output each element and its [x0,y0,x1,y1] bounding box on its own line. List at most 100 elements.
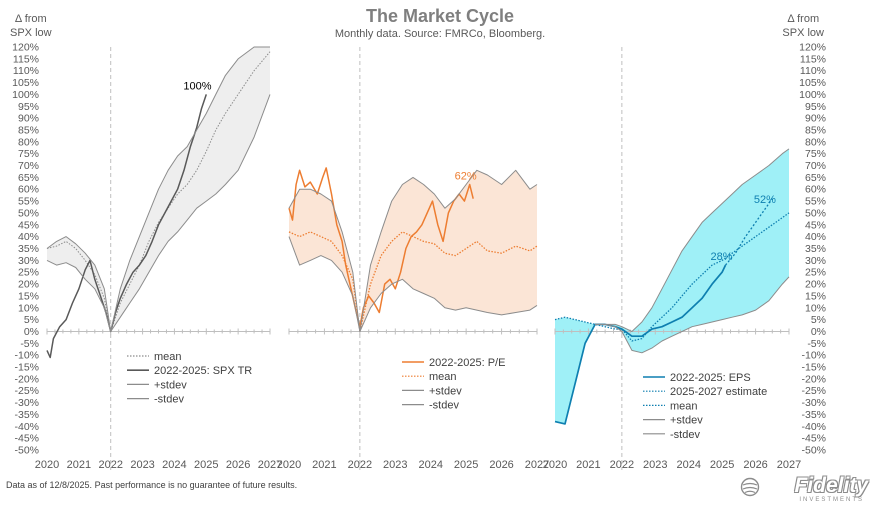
data-label: 52% [754,194,776,206]
chart-subtitle: Monthly data. Source: FMRCo, Bloomberg. [334,28,546,40]
series-line--stdev [595,276,790,354]
x-tick-label: 2022 [348,459,372,471]
y-tick-label-right: 10% [805,302,826,314]
y-tick-label-left: -50% [14,445,39,457]
y-tick-label-left: 5% [24,314,39,326]
panel-2: 2020 2021 2022 2023 2024 2025 2026 2027 62% 2022-… [277,47,549,471]
x-tick-label: 2023 [130,459,154,471]
series-line-mean [288,231,538,333]
x-tick-label: 2024 [162,459,186,471]
series-line--stdev [46,94,271,332]
y-tick-label-left: -40% [14,421,39,433]
chart-canvas: 120% 120%115% 115%110% 110%105% 105%100% 100%… [12,42,826,472]
y-tick-label-left: 15% [18,290,39,302]
x-tick-label: 2022 [98,459,122,471]
stdev-band-left [555,317,596,424]
y-tick-label-right: 105% [799,77,826,89]
y-tick-label-right: 65% [805,172,826,184]
y-tick-label-left: -10% [14,350,39,362]
y-tick-label-left: -20% [14,373,39,385]
y-tick-label-right: 120% [799,42,826,54]
y-tick-label-left: -15% [14,362,39,374]
x-tick-label: 2026 [489,459,513,471]
y-tick-label-right: 115% [800,53,826,65]
x-tick-label: 2027 [258,459,282,471]
legend-label: mean [670,400,698,412]
y-tick-label-right: 20% [805,279,826,291]
series-line-2025-2027-estimate [725,198,773,266]
y-tick-label-left: 25% [18,267,39,279]
y-tick-label-right: -50% [801,445,826,457]
y-tick-label-left: 65% [18,172,39,184]
y-tick-label-left: 10% [18,302,39,314]
y-tick-label-right: -45% [801,433,826,445]
data-label: 100% [183,80,211,92]
y-tick-label-right: 30% [805,255,826,267]
y-tick-label-right: 110% [800,65,826,77]
y-tick-label-right: 15% [805,290,826,302]
y-tick-label-right: 70% [805,160,826,172]
y-tick-label-right: -35% [801,409,826,421]
y-tick-label-left: 85% [18,124,39,136]
y-tick-label-right: 95% [805,101,826,113]
y-tick-label-left: -30% [14,397,39,409]
x-tick-label: 2021 [576,459,600,471]
series-line-2022-2025-eps [554,264,727,425]
series-line-mean [46,51,271,332]
panel-1: 2020 2021 2022 2023 2024 2025 2026 2027 100% mean… [35,46,282,471]
left-axis-title-text: Δ from SPX low [10,13,52,39]
y-tick-label-left: 80% [18,136,39,148]
x-tick-label: 2023 [643,459,667,471]
series-line--stdev [288,169,538,332]
y-tick-label-left: 50% [18,207,39,219]
fidelity-logo: Fidelity [794,474,868,497]
x-tick-label: 2026 [743,459,767,471]
x-tick-label: 2020 [35,459,59,471]
y-tick-label-left: 90% [18,113,39,125]
series-line-mean [554,212,790,342]
x-tick-label: 2021 [67,459,91,471]
legend-label: +stdev [670,415,703,427]
y-tick-label-right: -5% [807,338,826,350]
y-tick-label-right: -10% [801,350,826,362]
x-tick-label: 2022 [610,459,634,471]
y-tick-label-right: -40% [801,421,826,433]
y-tick-label-right: -30% [801,397,826,409]
legend-label: +stdev [429,385,462,397]
series-line-2022-2025-spx-tr [46,94,208,359]
panel-3: 2020 2021 2022 2023 2024 2025 2026 2027 28% 52% 20… [543,47,801,471]
y-tick-label-right: 35% [805,243,826,255]
y-tick-label-left: -45% [14,433,39,445]
y-tick-label-right: 50% [805,207,826,219]
y-tick-label-right: -20% [801,373,826,385]
y-tick-label-right: 75% [805,148,826,160]
y-tick-label-right: 40% [805,231,826,243]
legend-label: mean [429,371,457,383]
y-tick-label-left: 75% [18,148,39,160]
y-tick-label-left: 100% [12,89,39,101]
legend-label: 2022-2025: P/E [429,357,505,369]
x-tick-label: 2023 [383,459,407,471]
fidelity-logo-subtext: INVESTMENTS [799,497,864,503]
legend-label: 2025-2027 estimate [670,386,767,398]
legend-label: 2022-2025: SPX TR [154,365,252,377]
y-tick-label-right: -25% [801,385,826,397]
y-tick-label-left: -5% [20,338,39,350]
y-tick-label-right: 45% [805,219,826,231]
series-line--stdev [46,46,270,332]
x-tick-label: 2026 [226,459,250,471]
x-tick-label: 2020 [277,459,301,471]
y-tick-label-left: 110% [13,65,39,77]
stdev-band [289,170,537,332]
y-tick-label-left: 115% [13,53,39,65]
data-label: 62% [455,170,477,182]
fidelity-globe-icon [740,477,760,497]
y-tick-label-right: 55% [805,196,826,208]
left-axis-title: Δ from SPX low [10,12,52,40]
footnote: Data as of 12/8/2025. Past performance i… [6,480,298,490]
x-tick-label: 2021 [312,459,336,471]
series-line--stdev [288,236,538,332]
y-tick-label-left: 60% [18,184,39,196]
y-tick-label-right: 90% [805,113,826,125]
